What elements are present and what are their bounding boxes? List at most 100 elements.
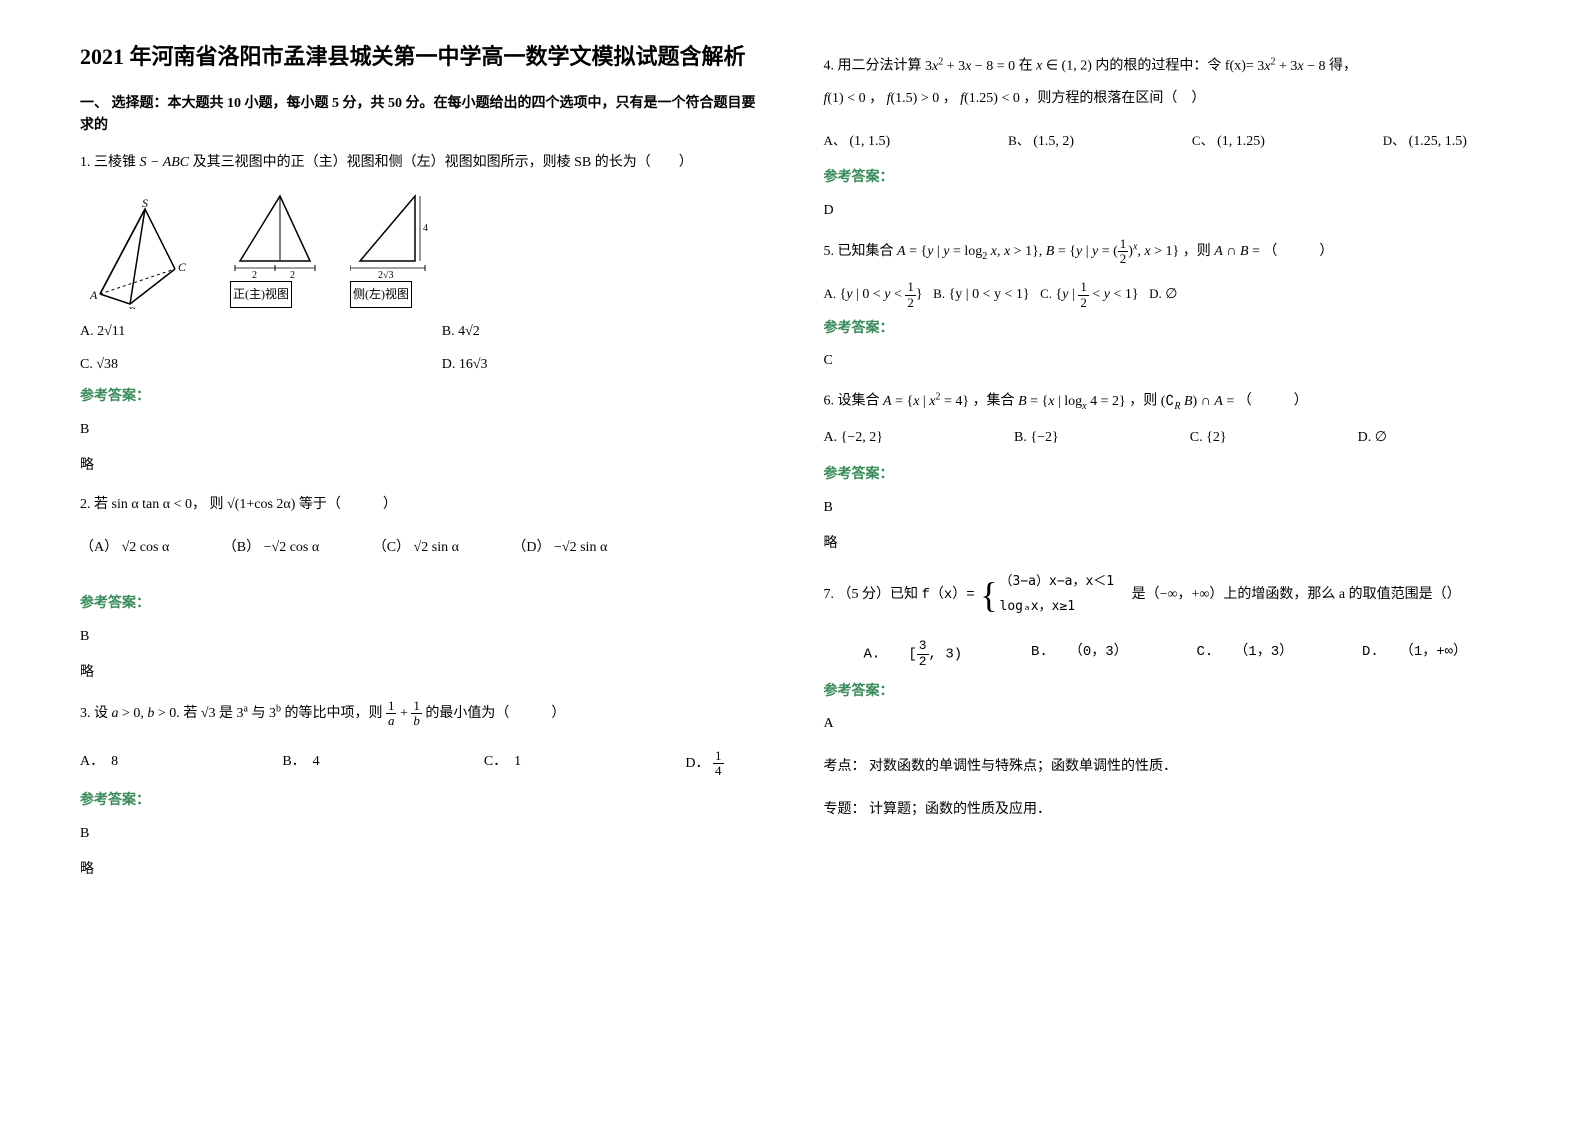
q2-choices: （A） √2 cos α （B） −√2 cos α （C） √2 sin α … bbox=[80, 535, 764, 562]
q5-opt-c: C. {y | 12 < y < 1} bbox=[1040, 287, 1138, 302]
q6-opt-d: D. ∅ bbox=[1358, 425, 1387, 452]
q6-note: 略 bbox=[824, 531, 1508, 558]
pyramid-3d-svg: S A B C bbox=[80, 199, 200, 309]
q7-answer: A bbox=[824, 711, 1508, 738]
side-view-label: 侧(左)视图 bbox=[350, 281, 412, 308]
q7-answer-label: 参考答案： bbox=[824, 679, 1508, 706]
section-heading: 一、 选择题：本大题共 10 小题，每小题 5 分，共 50 分。在每小题给出的… bbox=[80, 93, 764, 138]
q2-opt-b: （B） −√2 cos α bbox=[223, 540, 319, 555]
q6-answer-label: 参考答案： bbox=[824, 462, 1508, 489]
question-1: 1. 三棱锥 S − ABC 及其三视图中的正（主）视图和侧（左）视图如图所示，… bbox=[80, 150, 764, 480]
piece-rows: （3−a）x−a，x＜1 logₐx，x≥1 bbox=[1000, 570, 1115, 619]
q6-setB: B = {x | logx 4 = 2} bbox=[1018, 394, 1126, 409]
q6-expr: (∁R B) ∩ A = bbox=[1161, 394, 1235, 409]
q1-answer-label: 参考答案： bbox=[80, 384, 764, 411]
q6-text-c: ，则 bbox=[1129, 394, 1157, 409]
q5-text-b: ，则 bbox=[1183, 244, 1211, 259]
q1-text-a: 1. 三棱锥 bbox=[80, 155, 136, 170]
q5-answer: C bbox=[824, 348, 1508, 375]
q7-text-b: 是（−∞，+∞）上的增函数，那么 a 的取值范围是（） bbox=[1118, 587, 1461, 602]
svg-text:2√3: 2√3 bbox=[378, 270, 394, 281]
q5-sets: A = {y | y = log2 x, x > 1}, B = {y | y … bbox=[897, 244, 1179, 259]
q6-paren: （ ） bbox=[1238, 394, 1308, 409]
q1-diagrams: S A B C 2 2 正(主)视图 bbox=[80, 186, 764, 309]
q7-opt-b: B. （0，3） bbox=[1031, 639, 1128, 669]
q5-choices: A. {y | 0 < y < 12} B. {y | 0 < y < 1} C… bbox=[824, 280, 1508, 310]
q2-text: 2. 若 sin α tan α < 0， 则 √(1+cos 2α) 等于（ … bbox=[80, 492, 764, 519]
q4-conds: f(1) < 0 ， f(1.5) > 0 ， f(1.25) < 0 bbox=[824, 91, 1020, 106]
q1-opt-d: D. 16√3 bbox=[442, 352, 764, 379]
q6-opt-a: A. {−2, 2} bbox=[824, 425, 883, 452]
q3-text-b: 若 bbox=[183, 706, 197, 721]
q4-answer: D bbox=[824, 198, 1508, 225]
frac-1b: 1b bbox=[411, 699, 422, 729]
q4-text-d: 得， bbox=[1329, 59, 1357, 74]
question-6: 6. 设集合 A = {x | x2 = 4} ，集合 B = {x | log… bbox=[824, 387, 1508, 558]
svg-text:S: S bbox=[142, 199, 148, 210]
q7-opt-c: C. （1，3） bbox=[1197, 639, 1294, 669]
q3-mid: √3 是 3a 与 3b 的等比中项，则 bbox=[201, 706, 383, 721]
q1-text-b: 及其三视图中的正（主）视图和侧（左）视图如图所示，则棱 SB 的长为（ ） bbox=[193, 155, 693, 170]
q7-kaodian: 考点： 对数函数的单调性与特殊点；函数单调性的性质． bbox=[824, 754, 1508, 781]
q4-eq: 3x2 + 3x − 8 = 0 bbox=[925, 59, 1015, 74]
q4-conds-row: f(1) < 0 ， f(1.5) > 0 ， f(1.25) < 0 ，则方程… bbox=[824, 86, 1508, 113]
q4-text-e: ，则方程的根落在区间（ ） bbox=[1023, 91, 1205, 106]
brace-icon: { bbox=[980, 577, 997, 613]
q4-opt-b: B、 (1.5, 2) bbox=[1008, 129, 1074, 156]
q1-note: 略 bbox=[80, 453, 764, 480]
q3-text-a: 3. 设 bbox=[80, 706, 108, 721]
q4-text-b: 在 bbox=[1019, 59, 1033, 74]
question-2: 2. 若 sin α tan α < 0， 则 √(1+cos 2α) 等于（ … bbox=[80, 492, 764, 687]
q5-opt-a: A. {y | 0 < y < 12} bbox=[824, 287, 923, 302]
front-view: 2 2 正(主)视图 bbox=[230, 186, 320, 309]
piece-1: （3−a）x−a，x＜1 bbox=[1000, 570, 1115, 595]
q5-opt-d: D. ∅ bbox=[1149, 287, 1177, 302]
q6-text-a: 6. 设集合 bbox=[824, 394, 880, 409]
q4-opt-c: C、 (1, 1.25) bbox=[1192, 129, 1265, 156]
q3-opt-d: D． 14 bbox=[685, 749, 723, 779]
q3-opt-b: B． 4 bbox=[282, 749, 319, 779]
q3-tail: 的最小值为（ ） bbox=[425, 706, 565, 721]
q5-paren: （ ） bbox=[1263, 244, 1333, 259]
q2-note: 略 bbox=[80, 660, 764, 687]
front-view-svg: 2 2 bbox=[230, 186, 320, 281]
q1-opt-c: C. √38 bbox=[80, 352, 402, 379]
piece-2: logₐx，x≥1 bbox=[1000, 595, 1115, 620]
q3-answer-label: 参考答案： bbox=[80, 788, 764, 815]
svg-text:B: B bbox=[128, 304, 136, 309]
left-column: 2021 年河南省洛阳市孟津县城关第一中学高一数学文模拟试题含解析 一、 选择题… bbox=[50, 40, 794, 1082]
q4-answer-label: 参考答案： bbox=[824, 165, 1508, 192]
svg-text:4: 4 bbox=[423, 223, 428, 234]
q7-text-a: 7. （5 分）已知 bbox=[824, 587, 919, 602]
q4-opt-d: D、 (1.25, 1.5) bbox=[1383, 129, 1467, 156]
q6-answer: B bbox=[824, 495, 1508, 522]
q2-answer-label: 参考答案： bbox=[80, 591, 764, 618]
q7-fx-label: f（x）= bbox=[922, 587, 975, 603]
q1-answer: B bbox=[80, 417, 764, 444]
q1-opt-a: A. 2√11 bbox=[80, 319, 402, 346]
svg-text:2: 2 bbox=[252, 270, 257, 281]
question-5: 5. 已知集合 A = {y | y = log2 x, x > 1}, B =… bbox=[824, 237, 1508, 375]
q4-fx: 3x2 + 3x − 8 bbox=[1257, 59, 1325, 74]
q4-text-c: 内的根的过程中：令 f(x)= bbox=[1095, 59, 1257, 74]
q4-interval: x ∈ (1, 2) bbox=[1036, 59, 1092, 74]
q7-zhuanti: 专题： 计算题；函数的性质及应用． bbox=[824, 797, 1508, 824]
q3-opt-a: A． 8 bbox=[80, 749, 118, 779]
q2-opt-d: （D） −√2 sin α bbox=[512, 540, 607, 555]
question-4: 4. 用二分法计算 3x2 + 3x − 8 = 0 在 x ∈ (1, 2) … bbox=[824, 52, 1508, 225]
q4-choices: A、 (1, 1.5) B、 (1.5, 2) C、 (1, 1.25) D、 … bbox=[824, 129, 1508, 156]
front-view-label: 正(主)视图 bbox=[230, 281, 292, 308]
q7-opt-a: A. [32, 3) bbox=[864, 639, 963, 669]
q5-opt-b: B. {y | 0 < y < 1} bbox=[933, 287, 1029, 302]
q3-choices: A． 8 B． 4 C． 1 D． 14 bbox=[80, 749, 764, 779]
q6-setA: A = {x | x2 = 4} bbox=[883, 394, 969, 409]
frac-14: 14 bbox=[713, 749, 724, 779]
question-7: 7. （5 分）已知 f（x）= { （3−a）x−a，x＜1 logₐx，x≥… bbox=[824, 570, 1508, 823]
right-column: 4. 用二分法计算 3x2 + 3x − 8 = 0 在 x ∈ (1, 2) … bbox=[794, 40, 1538, 1082]
q7-opt-d: D. （1，+∞） bbox=[1362, 639, 1467, 669]
q4-text-a: 4. 用二分法计算 bbox=[824, 59, 922, 74]
q3-opt-c: C． 1 bbox=[484, 749, 521, 779]
side-view: 2√3 4 侧(左)视图 bbox=[350, 186, 430, 309]
q7-piecewise: { （3−a）x−a，x＜1 logₐx，x≥1 bbox=[978, 570, 1114, 619]
q5-answer-label: 参考答案： bbox=[824, 316, 1508, 343]
